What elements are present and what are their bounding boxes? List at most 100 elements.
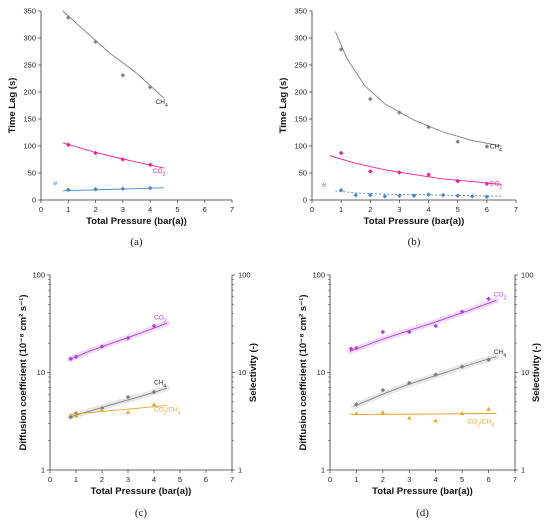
x-tick-label: 0 bbox=[48, 475, 52, 484]
series-trend-line bbox=[69, 404, 168, 416]
data-point bbox=[433, 372, 438, 377]
series-label: CH4 bbox=[494, 349, 506, 359]
x-tick-label: 3 bbox=[407, 475, 411, 484]
data-point bbox=[380, 387, 386, 393]
data-point bbox=[73, 413, 79, 418]
panel-label: (c) bbox=[135, 507, 148, 519]
data-point bbox=[484, 144, 490, 149]
y-tick-label: 350 bbox=[294, 7, 307, 16]
data-point bbox=[380, 329, 386, 335]
data-point bbox=[93, 186, 98, 192]
data-point bbox=[151, 323, 157, 329]
series-trend-line bbox=[353, 356, 497, 407]
series-2: CO2 bbox=[329, 150, 503, 190]
x-tick-label: 5 bbox=[460, 475, 464, 484]
x-tick-label: 7 bbox=[230, 205, 234, 214]
data-point bbox=[433, 323, 438, 329]
series-trend-line bbox=[62, 10, 165, 99]
data-point bbox=[406, 415, 412, 420]
data-point bbox=[354, 345, 359, 351]
chart-panel-1: 0 1 2 3 4 5 6 7 0 50 100 150 200 250 300 350 Total Press… bbox=[7, 7, 234, 249]
series-label: θ bbox=[53, 180, 57, 187]
y-axis-right-label: Selectivity (-) bbox=[531, 343, 542, 402]
y-tick-label: 10 bbox=[37, 368, 45, 377]
series-halo bbox=[350, 353, 500, 410]
data-point bbox=[407, 380, 412, 386]
data-point bbox=[440, 192, 446, 198]
x-tick-label: 7 bbox=[513, 475, 517, 484]
data-point bbox=[125, 394, 131, 400]
data-point bbox=[486, 296, 491, 302]
data-point bbox=[470, 193, 475, 199]
y-right-tick-label: 1 bbox=[238, 466, 242, 475]
y-tick-label: 100 bbox=[32, 271, 45, 280]
y-tick-label: 150 bbox=[23, 115, 36, 124]
data-point bbox=[120, 157, 126, 162]
x-tick-label: 5 bbox=[456, 205, 460, 214]
y-right-tick-label: 100 bbox=[521, 271, 534, 280]
data-point bbox=[484, 194, 490, 200]
y-tick-label: 50 bbox=[28, 169, 36, 178]
y-right-tick-label: 10 bbox=[238, 368, 246, 377]
data-point bbox=[68, 356, 74, 362]
panel-label: (b) bbox=[408, 236, 421, 248]
x-tick-label: 2 bbox=[368, 205, 372, 214]
data-point bbox=[455, 178, 460, 184]
x-tick-label: 7 bbox=[230, 475, 234, 484]
x-axis-label: Total Pressure (bar(a)) bbox=[91, 486, 192, 497]
data-point bbox=[459, 309, 465, 314]
data-point bbox=[459, 411, 465, 415]
y-axis-label: Time Lag (s) bbox=[278, 78, 289, 134]
data-point bbox=[68, 414, 74, 420]
series-trend-line bbox=[349, 299, 497, 352]
data-point bbox=[66, 187, 71, 193]
series-trend-line bbox=[334, 31, 502, 147]
series-1: CH4 bbox=[62, 10, 168, 109]
x-tick-label: 4 bbox=[426, 205, 430, 214]
y-axis-label: Diffusion coefficient (10⁻⁸ cm² s⁻¹) bbox=[298, 295, 309, 451]
data-point bbox=[93, 150, 98, 156]
x-tick-label: 5 bbox=[178, 475, 182, 484]
data-point bbox=[151, 402, 157, 406]
series-1: CO2 bbox=[346, 292, 507, 355]
series-trend-line bbox=[349, 413, 497, 416]
data-point bbox=[455, 193, 460, 198]
x-tick-label: 6 bbox=[203, 205, 207, 214]
data-point bbox=[407, 329, 412, 335]
series-label: CO2 bbox=[153, 168, 166, 178]
series-trend-line bbox=[62, 187, 164, 192]
x-tick-label: 1 bbox=[354, 475, 358, 484]
x-tick-label: 6 bbox=[485, 205, 489, 214]
y-tick-label: 150 bbox=[294, 115, 307, 124]
x-tick-label: 0 bbox=[310, 205, 314, 214]
x-tick-label: 4 bbox=[148, 205, 152, 214]
x-axis-label: Total Pressure (bar(a)) bbox=[372, 486, 473, 497]
data-point bbox=[151, 389, 157, 395]
data-point bbox=[368, 169, 373, 174]
y-tick-label: 250 bbox=[23, 61, 36, 70]
series-trend-line bbox=[329, 155, 502, 185]
y-axis-right-label: Selectivity (-) bbox=[248, 343, 259, 402]
data-point bbox=[353, 192, 358, 198]
data-point bbox=[99, 407, 105, 412]
x-tick-label: 4 bbox=[434, 475, 438, 484]
panel-label: (d) bbox=[416, 507, 429, 519]
x-tick-label: 7 bbox=[514, 205, 518, 214]
y-right-tick-label: 1 bbox=[521, 466, 525, 475]
x-tick-label: 2 bbox=[381, 475, 385, 484]
x-tick-label: 1 bbox=[74, 475, 78, 484]
panel-label: (a) bbox=[130, 236, 143, 248]
series-label: CO2/CH4 bbox=[467, 418, 494, 428]
x-tick-label: 0 bbox=[328, 475, 332, 484]
series-3: θ bbox=[53, 180, 164, 193]
x-tick-label: 3 bbox=[397, 205, 401, 214]
data-point bbox=[486, 357, 491, 363]
data-point bbox=[120, 186, 126, 191]
series-label: CO2 bbox=[494, 292, 507, 302]
data-point bbox=[125, 410, 131, 414]
y-tick-label: 1 bbox=[41, 466, 45, 475]
y-tick-label: 50 bbox=[299, 169, 307, 178]
data-point bbox=[382, 193, 388, 199]
data-point bbox=[426, 172, 431, 177]
